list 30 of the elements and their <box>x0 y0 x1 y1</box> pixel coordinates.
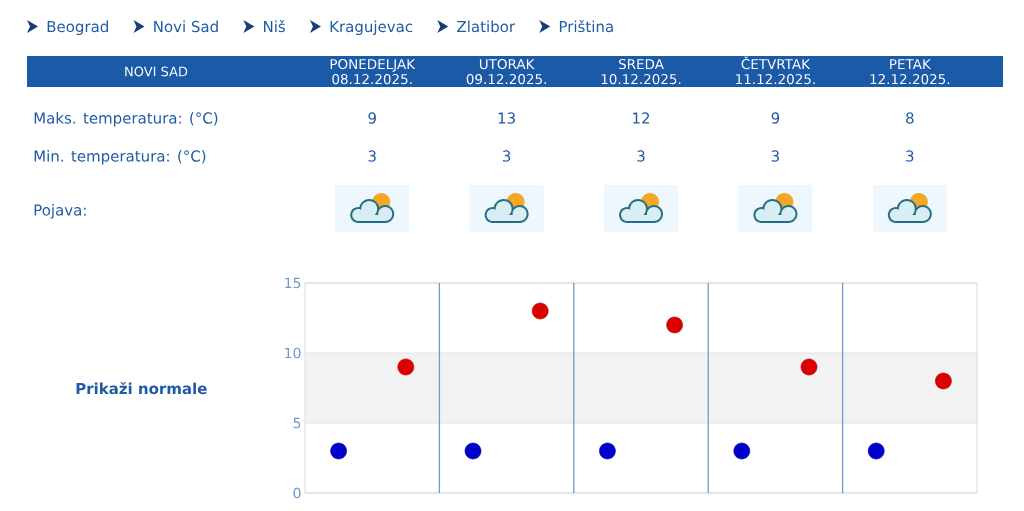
data-label: 8 <box>906 112 914 124</box>
text: PETAK 12.12.2025. <box>870 59 950 85</box>
text: Maks. temperatura: (°C) <box>34 112 218 127</box>
data-label: 3 <box>771 150 779 162</box>
text: Priština <box>559 19 613 33</box>
data-label: 3 <box>502 150 511 162</box>
data-label: 9 <box>368 112 376 124</box>
text: Novi Sad <box>154 20 218 33</box>
data-label: 3 <box>906 150 914 162</box>
text: SREDA 10.12.2025. <box>601 58 681 85</box>
text: Min. temperatura: (°C) <box>34 150 206 165</box>
text: Kragujevac <box>330 20 413 36</box>
data-label: 3 <box>637 150 645 162</box>
text: UTORAK 09.12.2025. <box>466 58 546 85</box>
text: ČETVRTAK 11.12.2025. <box>736 56 815 85</box>
y-tick-label: 10 <box>285 347 301 359</box>
data-label: 9 <box>771 112 780 124</box>
text: Zlatibor <box>457 20 516 33</box>
y-tick-label: 5 <box>293 417 301 429</box>
text: Beograd <box>47 20 108 36</box>
y-tick-label: 0 <box>293 487 301 499</box>
text: Niš <box>264 19 286 33</box>
text: PONEDELJAK 08.12.2025. <box>330 58 416 85</box>
y-tick-label: 15 <box>285 277 301 289</box>
text: NOVI SAD <box>125 66 188 77</box>
data-label: 3 <box>368 150 376 162</box>
data-label: 12 <box>633 112 650 124</box>
text: Pojava: <box>34 204 86 219</box>
text: Prikaži normale <box>76 382 207 395</box>
data-label: 13 <box>498 112 515 124</box>
